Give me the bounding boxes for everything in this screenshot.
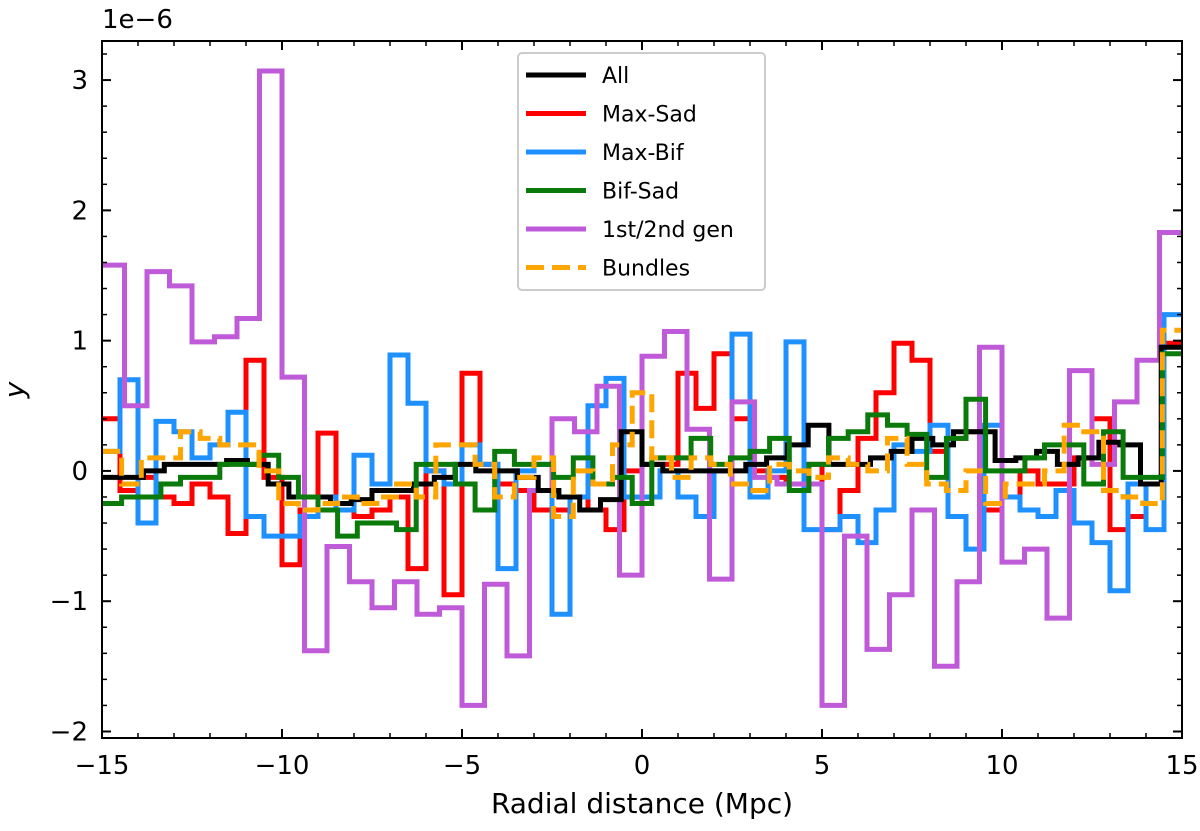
legend-label: Bif-Sad	[602, 180, 679, 205]
legend-label: Max-Bif	[602, 141, 685, 166]
legend-label: Bundles	[602, 257, 690, 282]
y-tick-label: 0	[71, 457, 88, 487]
legend-label: All	[602, 64, 629, 89]
x-tick-label: 10	[985, 751, 1018, 781]
legend: All Max-Sad Max-Bif Bif-Sad 1st/2nd gen Bundl…	[517, 52, 766, 291]
series-line-all	[102, 344, 1182, 513]
y-tick-label: −1	[50, 587, 88, 617]
y-tick-label: −2	[50, 717, 88, 747]
x-tick-label: 15	[1165, 751, 1198, 781]
y-tick-label: 3	[71, 66, 88, 96]
legend-frame	[517, 52, 766, 291]
legend-items: All Max-Sad Max-Bif Bif-Sad 1st/2nd gen Bundl…	[526, 64, 734, 282]
y-offset-text: 1e−6	[102, 5, 173, 35]
x-tick-label: 5	[814, 751, 831, 781]
legend-label: Max-Sad	[602, 103, 697, 128]
legend-label: 1st/2nd gen	[602, 218, 734, 243]
x-tick-label: −15	[75, 751, 130, 781]
series-line-bundles	[102, 327, 1182, 519]
series-layer	[102, 68, 1182, 708]
series-line-1st-2nd-gen	[102, 68, 1182, 708]
x-tick-label: −10	[255, 751, 310, 781]
y-tick-label: 1	[71, 327, 88, 357]
y-tick-label: 2	[71, 196, 88, 226]
x-tick-label: 0	[634, 751, 651, 781]
x-tick-label: −5	[443, 751, 481, 781]
x-axis-label: Radial distance (Mpc)	[491, 787, 793, 820]
y-axis-label: y	[0, 381, 31, 399]
series-line-bif-sad	[102, 351, 1182, 539]
